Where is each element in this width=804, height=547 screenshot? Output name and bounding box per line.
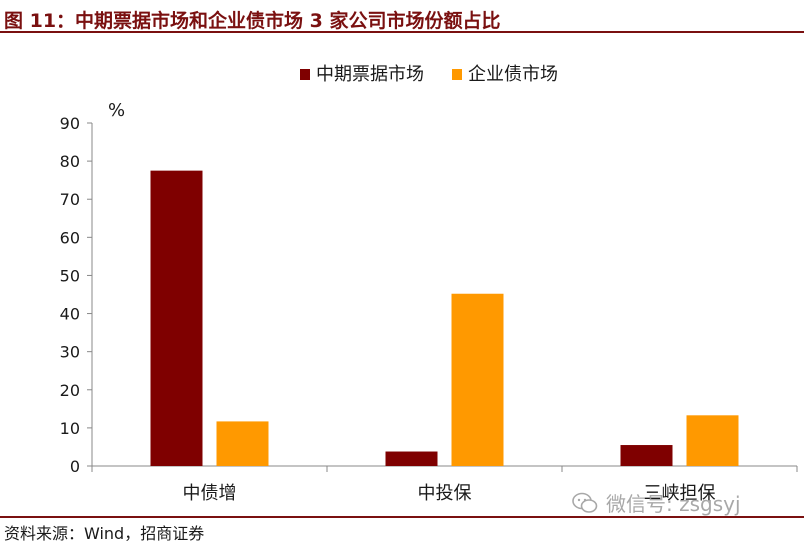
x-category-label: 三峡担保 bbox=[644, 483, 716, 504]
x-category-label: 中投保 bbox=[418, 483, 472, 504]
y-tick-label: 80 bbox=[60, 152, 80, 171]
y-tick-label: 90 bbox=[60, 114, 80, 133]
bar-mtn-1 bbox=[150, 170, 203, 466]
legend-swatch bbox=[452, 69, 462, 80]
y-tick-label: 40 bbox=[60, 305, 80, 324]
legend-label: 中期票据市场 bbox=[316, 64, 424, 85]
y-tick-label: 30 bbox=[60, 343, 80, 362]
watermark: 微信号: zsgsyj bbox=[572, 488, 741, 517]
bar-corp-bond-1 bbox=[216, 421, 269, 466]
source-divider bbox=[0, 516, 804, 518]
source-note: 资料来源：Wind，招商证券 bbox=[4, 524, 205, 543]
figure-title: 图 11：中期票据市场和企业债市场 3 家公司市场份额占比 bbox=[4, 10, 501, 32]
y-tick-label: 50 bbox=[60, 266, 80, 285]
y-tick-label: 70 bbox=[60, 190, 80, 209]
watermark-text: 微信号: zsgsyj bbox=[606, 492, 741, 516]
bar-mtn-3 bbox=[620, 445, 673, 466]
y-tick-label: 20 bbox=[60, 381, 80, 400]
y-axis-unit-label: % bbox=[108, 100, 125, 121]
title-divider bbox=[0, 31, 804, 33]
wechat-icon bbox=[572, 492, 598, 513]
x-category-label: 中债增 bbox=[183, 483, 237, 504]
legend-label: 企业债市场 bbox=[468, 64, 558, 85]
y-tick-label: 60 bbox=[60, 228, 80, 247]
y-tick-label: 10 bbox=[60, 419, 80, 438]
bar-corp-bond-3 bbox=[686, 415, 739, 466]
bar-mtn-2 bbox=[385, 451, 438, 466]
bar-corp-bond-2 bbox=[451, 293, 504, 466]
legend-swatch bbox=[300, 69, 310, 80]
y-tick-label: 0 bbox=[70, 457, 80, 476]
